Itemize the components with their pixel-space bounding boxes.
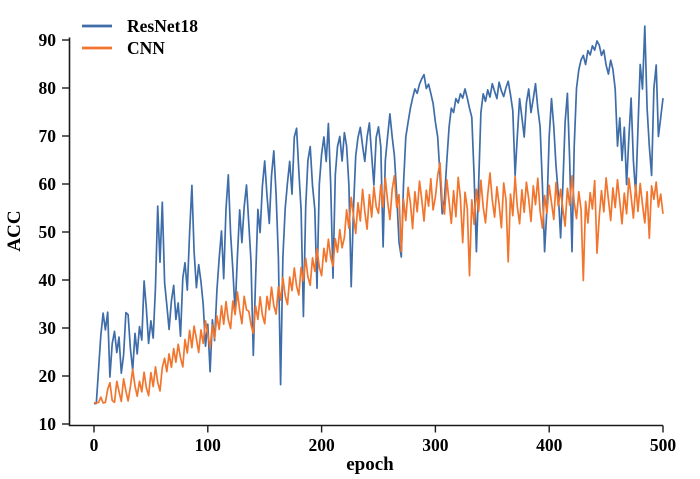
y-tick-label: 90 (39, 30, 57, 50)
plot-area (93, 25, 664, 405)
y-tick-label: 20 (39, 366, 57, 386)
x-tick-label: 500 (650, 435, 677, 455)
y-tick-label: 40 (39, 270, 57, 290)
x-tick-label: 200 (308, 435, 335, 455)
y-tick-label: 50 (39, 222, 57, 242)
axis-spines (68, 37, 663, 427)
y-axis-title: ACC (4, 210, 25, 251)
y-tick-label: 80 (39, 78, 57, 98)
resnet18-line (93, 25, 664, 405)
x-axis-ticks: 0 100 200 300 400 500 (90, 425, 677, 455)
legend-label-resnet18: ResNet18 (127, 16, 198, 36)
x-tick-label: 300 (422, 435, 449, 455)
cnn-line (94, 162, 664, 404)
x-tick-label: 100 (195, 435, 222, 455)
y-axis-ticks: 10 20 30 40 50 60 70 80 90 (39, 30, 69, 434)
x-tick-label: 0 (90, 435, 99, 455)
y-tick-label: 70 (39, 126, 57, 146)
y-tick-label: 60 (39, 174, 57, 194)
x-axis-title: epoch (346, 454, 394, 475)
x-tick-label: 400 (536, 435, 563, 455)
y-tick-label: 30 (39, 318, 57, 338)
legend: ResNet18 CNN (82, 16, 198, 58)
y-tick-label: 10 (39, 414, 57, 434)
legend-label-cnn: CNN (127, 38, 165, 58)
